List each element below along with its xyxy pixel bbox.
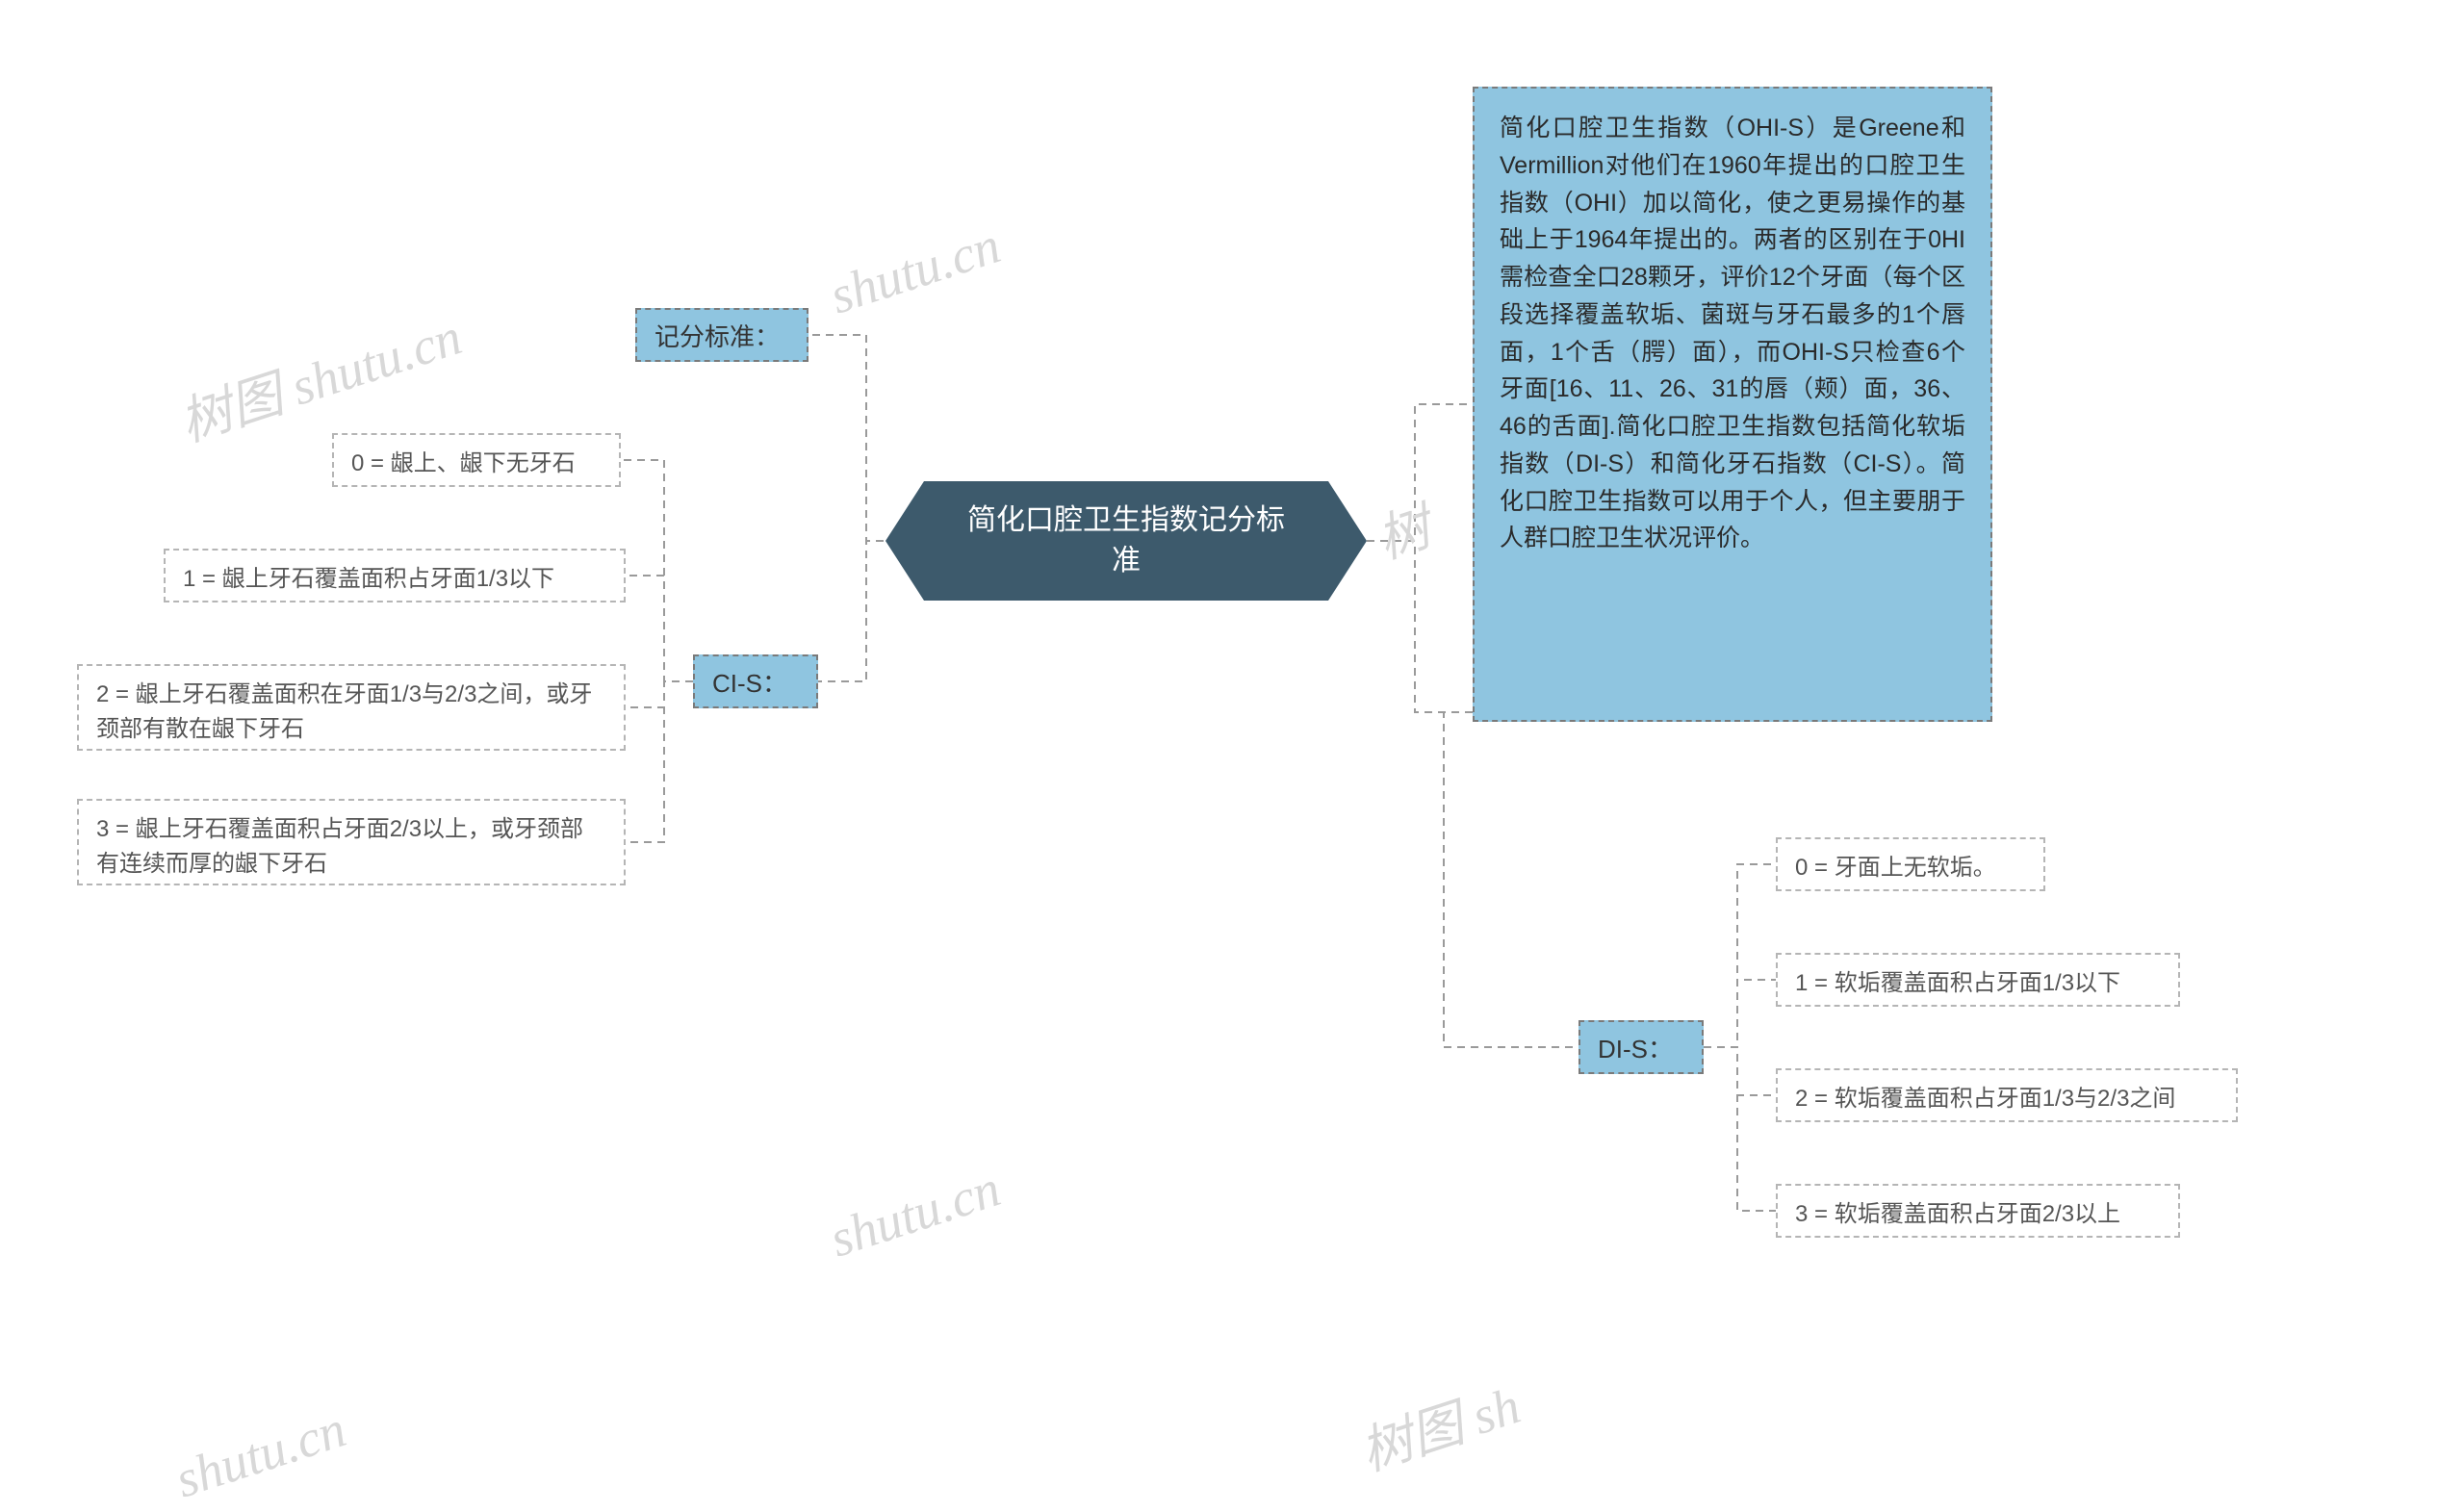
leaf-dis-0: 0 = 牙面上无软垢。 (1776, 837, 2045, 891)
node-cis: CI-S： (693, 654, 818, 708)
connector-layer (0, 0, 2464, 1512)
leaf-cis-1: 1 = 龈上牙石覆盖面积占牙面1/3以下 (164, 549, 626, 602)
node-description: 简化口腔卫生指数（OHI-S）是Greene和Vermillion对他们在196… (1473, 87, 1992, 722)
watermark: shutu.cn (823, 1158, 1008, 1269)
watermark: 树图 shutu.cn (168, 294, 470, 456)
watermark: shutu.cn (823, 215, 1008, 325)
center-node: 简化口腔卫生指数记分标 准 (924, 481, 1328, 601)
leaf-dis-1: 1 = 软垢覆盖面积占牙面1/3以下 (1776, 953, 2180, 1007)
watermark: 树图 sh (1349, 1363, 1528, 1486)
node-dis: DI-S： (1578, 1020, 1704, 1074)
leaf-cis-2: 2 = 龈上牙石覆盖面积在牙面1/3与2/3之间，或牙颈部有散在龈下牙石 (77, 664, 626, 751)
leaf-cis-0: 0 = 龈上、龈下无牙石 (332, 433, 621, 487)
watermark: shutu.cn (168, 1398, 353, 1509)
node-scoring-standard: 记分标准： (635, 308, 808, 362)
watermark: 树 (1366, 485, 1439, 574)
leaf-cis-3: 3 = 龈上牙石覆盖面积占牙面2/3以上，或牙颈部有连续而厚的龈下牙石 (77, 799, 626, 885)
leaf-dis-3: 3 = 软垢覆盖面积占牙面2/3以上 (1776, 1184, 2180, 1238)
leaf-dis-2: 2 = 软垢覆盖面积占牙面1/3与2/3之间 (1776, 1068, 2238, 1122)
